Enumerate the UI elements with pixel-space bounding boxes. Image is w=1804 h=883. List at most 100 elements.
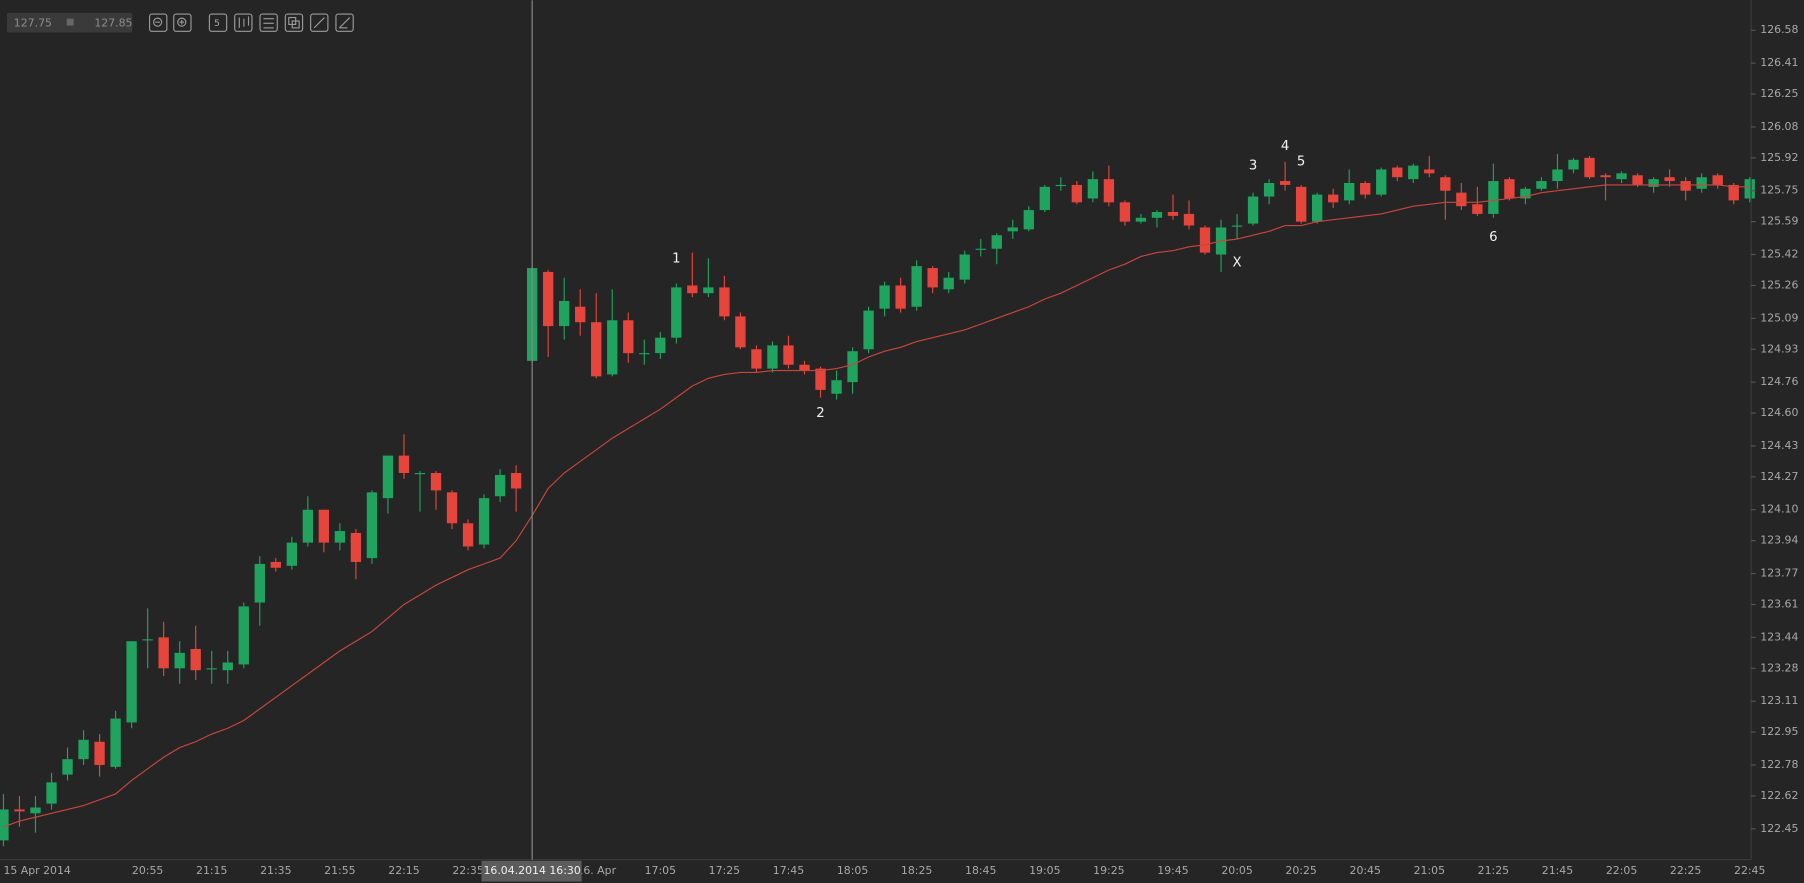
x-tick-label: 22:45: [1734, 864, 1765, 877]
indicators-button[interactable]: [284, 13, 304, 32]
y-tick-label: 124.93: [1760, 342, 1798, 355]
candle-body: [863, 310, 874, 350]
candle-body: [382, 455, 394, 499]
candle-body: [735, 316, 746, 348]
candle-body: [831, 380, 842, 394]
x-tick-label: 20:55: [132, 864, 163, 877]
candle-body: [1680, 181, 1691, 191]
candle-body: [1584, 157, 1595, 178]
candle-body: [414, 473, 426, 475]
y-tick-label: 126.08: [1760, 120, 1798, 133]
candle-body: [78, 739, 89, 760]
x-tick-label: 22:25: [1670, 864, 1701, 877]
y-tick-label: 123.44: [1760, 630, 1798, 643]
candle-body: [607, 320, 618, 375]
candle-body: [46, 782, 57, 804]
candle-body: [927, 268, 938, 288]
x-tick-label: 22:35: [452, 864, 483, 877]
candle-body: [1696, 177, 1707, 189]
candle-body: [1151, 211, 1163, 218]
candle-body: [1199, 227, 1211, 253]
edit-button[interactable]: [335, 13, 354, 32]
y-tick-label: 126.25: [1760, 87, 1798, 100]
candle-body: [1568, 159, 1579, 170]
y-tick-label: 124.60: [1760, 406, 1798, 419]
svg-text:5: 5: [214, 18, 220, 29]
candle-body: [1472, 204, 1483, 214]
candle-body: [334, 531, 346, 543]
candle-body: [1295, 186, 1307, 222]
candle-body: [1440, 177, 1451, 191]
candle-body: [398, 455, 410, 474]
annotation: 5: [1297, 155, 1305, 170]
candle-body: [751, 349, 762, 369]
candle-body: [142, 639, 153, 641]
y-tick-label: 125.59: [1760, 215, 1798, 228]
candle-body: [1135, 217, 1147, 222]
candle-body: [1071, 184, 1083, 203]
candle-body: [911, 266, 922, 307]
candle-body: [1392, 167, 1403, 178]
x-tick-label: 21:05: [1414, 864, 1445, 877]
y-tick-label: 122.62: [1760, 789, 1798, 802]
x-tick-label: 19:45: [1157, 864, 1188, 877]
candle-body: [1055, 184, 1067, 187]
y-tick-label: 123.61: [1760, 597, 1798, 610]
y-tick-label: 122.95: [1760, 725, 1798, 738]
candle-body: [991, 235, 1002, 249]
y-tick-label: 125.92: [1760, 151, 1798, 164]
candle-body: [719, 287, 730, 317]
y-tick-label: 125.75: [1760, 184, 1798, 197]
candle-body: [975, 248, 986, 250]
candle-body: [1263, 182, 1275, 197]
candle-body: [270, 561, 281, 568]
zoom-in-button[interactable]: [173, 13, 192, 32]
candle-body: [575, 306, 586, 323]
y-tick-label: 125.42: [1760, 248, 1798, 261]
candle-body: [1007, 227, 1018, 232]
candle-body: [1408, 165, 1419, 180]
candle-body: [1552, 169, 1563, 182]
candle-body: [1456, 192, 1467, 207]
candle-body: [687, 285, 698, 294]
toolbar: 127.75 127.85 5: [6, 12, 354, 33]
annotation: 1: [672, 251, 680, 266]
candle-body: [478, 498, 490, 545]
candle-body: [1632, 175, 1643, 185]
y-tick-label: 124.10: [1760, 503, 1798, 516]
candle-body: [591, 322, 602, 377]
settings-button[interactable]: [259, 13, 278, 32]
y-tick-label: 125.09: [1760, 311, 1798, 324]
zoom-out-button[interactable]: [148, 13, 168, 32]
candle-body: [1247, 196, 1259, 224]
crosshair-label-box: [481, 860, 582, 882]
draw-button[interactable]: [310, 13, 329, 32]
annotation: 4: [1281, 139, 1289, 154]
candle-body: [1664, 177, 1675, 182]
chart-type-button[interactable]: [234, 13, 253, 32]
candle-body: [206, 668, 217, 670]
x-tick-label: 16. Apr: [576, 864, 616, 877]
candle-body: [30, 807, 41, 814]
candle-body: [815, 368, 826, 390]
candle-body: [1344, 182, 1355, 201]
candle-body: [671, 287, 682, 338]
candle-body: [783, 345, 794, 365]
y-tick-label: 122.45: [1760, 822, 1798, 835]
candle-body: [559, 300, 570, 327]
candle-body: [1600, 175, 1611, 178]
candle-body: [126, 641, 137, 723]
moving-average-line: [3, 184, 1750, 828]
candle-body: [62, 759, 73, 775]
candle-body: [1728, 184, 1739, 201]
candle-body: [1311, 194, 1323, 222]
x-tick-label: 18:05: [837, 864, 868, 877]
candle-body: [1119, 202, 1131, 222]
candle-body: [623, 320, 634, 354]
x-tick-label: 17:05: [645, 864, 676, 877]
candle-body: [1648, 179, 1659, 187]
period-button[interactable]: 5: [208, 13, 228, 32]
candle-body: [1328, 194, 1339, 203]
